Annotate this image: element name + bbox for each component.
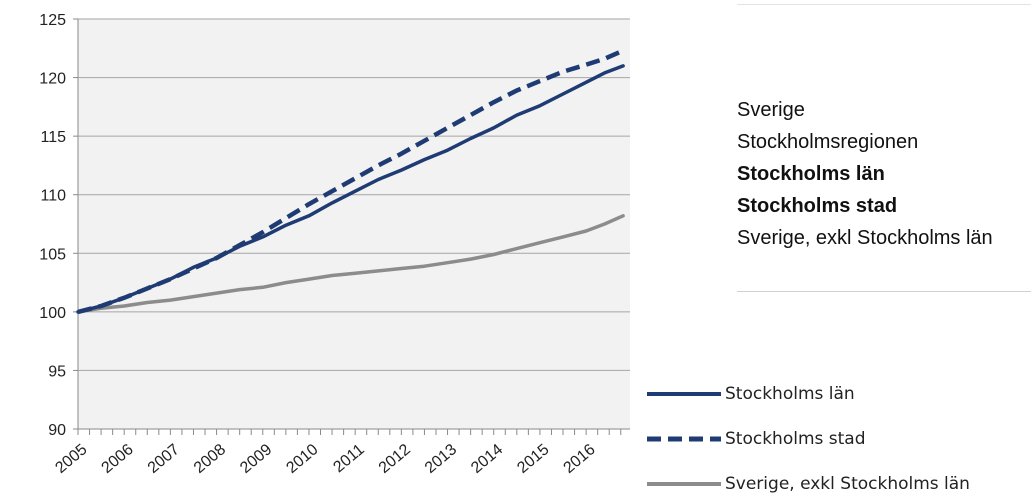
x-tick-label-2015: 2015 xyxy=(514,441,552,477)
list-item-sverige-exkl: Sverige, exkl Stockholms län xyxy=(737,227,993,249)
series-lines xyxy=(76,48,625,315)
x-tick-label-2007: 2007 xyxy=(145,441,183,477)
y-tick-label-110: 110 xyxy=(40,188,66,205)
series-line-stockholms-stad xyxy=(77,48,625,315)
x-tick-label-2014: 2014 xyxy=(468,441,506,477)
series-line-stockholms-l-n xyxy=(76,64,625,314)
y-tick-label-125: 125 xyxy=(39,12,66,29)
y-tick-label-95: 95 xyxy=(48,363,66,380)
y-tick-label-105: 105 xyxy=(39,246,66,263)
series-line-sverige-exkl-stockholms-l-n xyxy=(76,214,625,314)
legend-swatch-dashed-navy xyxy=(647,436,721,442)
y-tick-label-120: 120 xyxy=(39,71,66,88)
list-item-stockholmsregionen: Stockholmsregionen xyxy=(737,131,919,153)
legend-label: Sverige, exkl Stockholms län xyxy=(725,474,970,494)
legend-label: Stockholms län xyxy=(725,384,855,404)
axes xyxy=(73,18,630,435)
legend-entry-stockholms-stad: Stockholms stad xyxy=(645,427,866,451)
legend-label: Stockholms stad xyxy=(725,429,866,449)
series-name-list: Sverige Stockholmsregionen Stockholms lä… xyxy=(737,94,993,254)
x-tick-label-2006: 2006 xyxy=(99,441,137,477)
list-item-stockholms-lan: Stockholms län xyxy=(737,163,885,185)
y-tick-label-115: 115 xyxy=(40,129,66,146)
x-tick-label-2016: 2016 xyxy=(560,441,598,477)
y-tick-label-100: 100 xyxy=(39,305,66,322)
panel-bottom-divider xyxy=(737,291,1031,292)
x-tick-label-2005: 2005 xyxy=(52,441,90,477)
legend-entry-sverige-exkl: Sverige, exkl Stockholms län xyxy=(645,472,970,496)
series-list-panel: Sverige Stockholmsregionen Stockholms lä… xyxy=(737,4,1031,292)
x-tick-label-2010: 2010 xyxy=(283,441,321,477)
x-tick-label-2013: 2013 xyxy=(422,441,460,477)
panel-top-divider xyxy=(737,4,1031,5)
x-tick-label-2012: 2012 xyxy=(376,441,414,477)
plot-area xyxy=(78,19,630,429)
legend-swatch-solid-navy xyxy=(647,392,721,396)
y-tick-label-90: 90 xyxy=(48,422,66,439)
list-item-stockholms-stad: Stockholms stad xyxy=(737,195,898,217)
legend-swatch-solid-gray xyxy=(647,482,721,486)
gridlines xyxy=(78,18,630,371)
list-item-sverige: Sverige xyxy=(737,99,805,121)
x-tick-label-2008: 2008 xyxy=(191,441,229,477)
legend-entry-stockholms-lan: Stockholms län xyxy=(645,382,855,406)
x-tick-label-2011: 2011 xyxy=(330,441,367,476)
x-tick-label-2009: 2009 xyxy=(237,441,275,477)
